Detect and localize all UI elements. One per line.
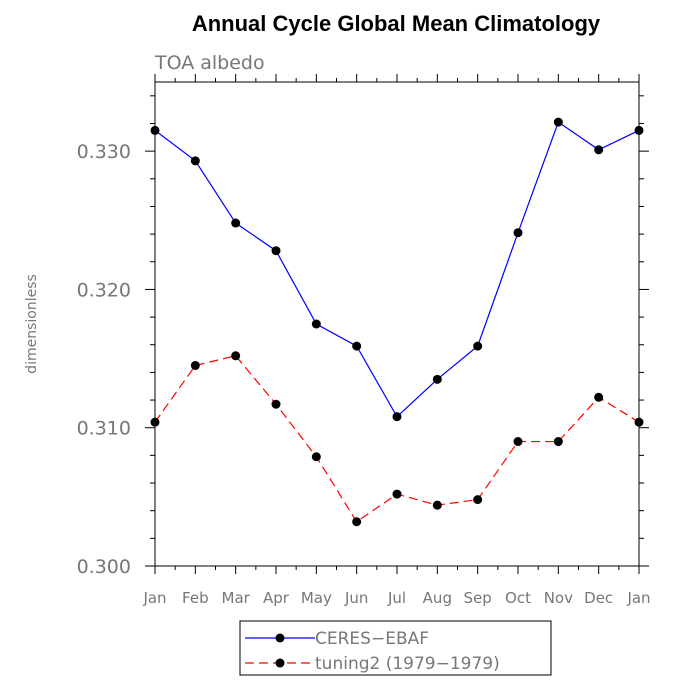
legend-label: CERES−EBAF [315,629,429,649]
data-point [311,319,321,329]
x-tick-label: Jan [626,589,650,607]
data-point [513,437,523,447]
legend-marker [275,633,285,643]
data-point [231,218,241,228]
data-point [553,117,563,127]
data-point [553,437,563,447]
x-tick-label: May [301,589,332,607]
data-point [352,517,362,527]
y-tick-label: 0.300 [77,556,131,578]
legend-label: tuning2 (1979−1979) [315,654,500,674]
data-point [392,412,402,422]
legend-box [239,620,552,676]
data-point [392,489,402,499]
series-0 [150,117,644,422]
data-point [150,125,160,135]
chart-title: Annual Cycle Global Mean Climatology [192,11,601,36]
x-tick-label: Jan [142,589,166,607]
legend-marker [275,658,285,668]
x-tick-label: Jul [387,589,406,607]
y-tick-label: 0.310 [77,418,131,440]
series-1 [150,351,644,527]
x-tick-label: Apr [263,589,290,607]
x-tick-label: Jun [344,589,368,607]
data-point [432,374,442,384]
x-tick-label: Dec [584,589,613,607]
data-point [473,495,483,505]
x-tick-labels: Jan Feb Mar Apr May Jun Jul Aug Sep Oct Nov Dec Jan [142,589,650,607]
data-point [311,452,321,462]
data-point [594,145,604,155]
y-tick-label: 0.330 [77,141,131,163]
x-tick-label: Nov [544,589,573,607]
data-point [271,399,281,409]
data-point [432,500,442,510]
x-tick-label: Sep [464,589,492,607]
data-point [352,341,362,351]
data-point [513,228,523,238]
y-tick-label: 0.320 [77,279,131,301]
series-line [154,121,640,418]
y-tick-labels: 0.300 0.310 0.320 0.330 [77,141,131,578]
x-tick-label: Mar [222,589,251,607]
data-point [473,341,483,351]
series-layer [150,117,644,527]
chart-subtitle: TOA albedo [154,52,265,74]
x-tick-label: Aug [423,589,452,607]
data-point [150,417,160,427]
data-point [190,360,200,370]
data-point [190,156,200,166]
axis-ticks [145,74,649,574]
data-point [271,246,281,256]
data-point [634,125,644,135]
legend: CERES−EBAF tuning2 (1979−1979) [245,629,500,674]
x-tick-label: Feb [182,589,209,607]
x-tick-label: Oct [505,589,531,607]
data-point [634,417,644,427]
data-point [594,392,604,402]
y-axis-label: dimensionless [24,274,40,374]
data-point [231,351,241,361]
